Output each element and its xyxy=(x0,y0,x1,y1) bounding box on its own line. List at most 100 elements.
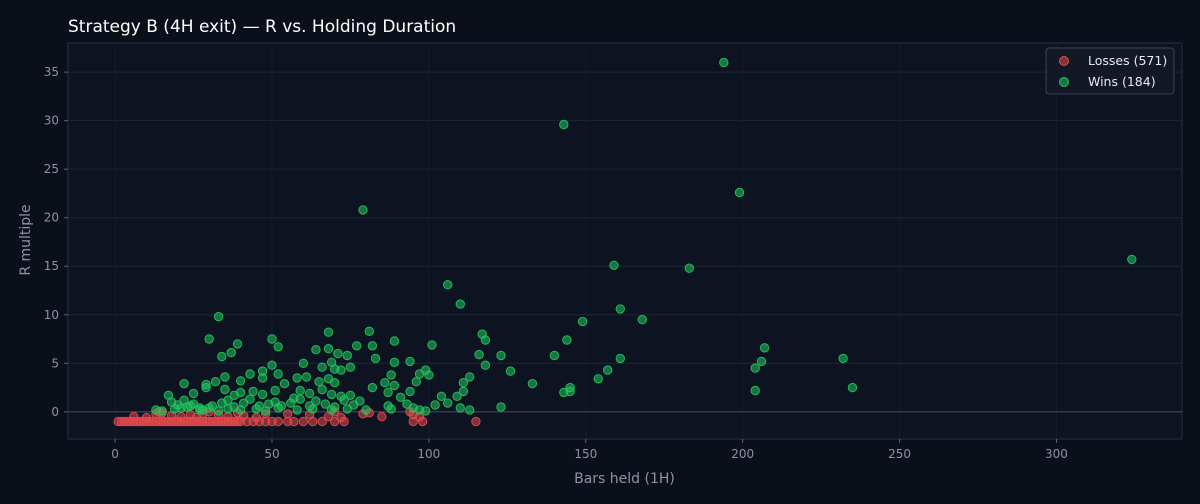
scatter-point xyxy=(389,380,400,391)
scatter-point xyxy=(273,416,283,427)
series-wins xyxy=(151,57,1137,416)
scatter-point xyxy=(226,347,236,358)
scatter-point xyxy=(223,412,233,422)
scatter-point xyxy=(232,339,243,349)
scatter-point xyxy=(465,372,475,382)
scatter-point xyxy=(609,260,619,270)
y-axis-label: R multiple xyxy=(18,204,34,275)
scatter-point xyxy=(389,357,400,367)
scatter-point xyxy=(213,406,224,416)
legend-marker-losses xyxy=(1059,56,1069,66)
scatter-point xyxy=(750,385,760,396)
scatter-point xyxy=(204,334,214,344)
y-tick-label: 10 xyxy=(44,308,59,322)
scatter-point xyxy=(364,326,374,336)
scatter-point xyxy=(480,360,491,370)
scatter-point xyxy=(157,406,167,416)
scatter-point xyxy=(496,402,506,412)
scatter-point xyxy=(734,187,745,198)
scatter-point xyxy=(298,358,309,368)
scatter-point xyxy=(317,362,327,372)
scatter-point xyxy=(759,343,770,353)
x-tick-label: 100 xyxy=(417,447,440,461)
scatter-point xyxy=(251,412,261,423)
scatter-point xyxy=(295,385,305,396)
scatter-point xyxy=(267,360,277,370)
scatter-point xyxy=(562,335,572,345)
scatter-point xyxy=(465,405,475,415)
scatter-point xyxy=(220,384,230,395)
scatter-point xyxy=(395,392,406,402)
scatter-point xyxy=(565,386,575,397)
scatter-point xyxy=(176,403,186,413)
scatter-point xyxy=(248,386,258,397)
plot-area xyxy=(67,42,1183,440)
scatter-point xyxy=(308,404,318,414)
x-tick-label: 200 xyxy=(731,447,754,461)
scatter-point xyxy=(317,384,327,395)
scatter-point xyxy=(279,379,290,389)
scatter-point xyxy=(355,396,365,406)
scatter-point xyxy=(235,387,246,398)
legend-box xyxy=(1045,47,1175,95)
scatter-point xyxy=(527,379,538,389)
scatter-point xyxy=(223,395,233,405)
scatter-point xyxy=(289,416,299,427)
scatter-point xyxy=(323,327,334,337)
scatter-point xyxy=(201,382,211,393)
scatter-point xyxy=(458,378,469,388)
scatter-point xyxy=(443,398,453,408)
scatter-point xyxy=(750,363,760,373)
scatter-point xyxy=(314,377,324,387)
scatter-point xyxy=(273,403,283,413)
scatter-point xyxy=(311,396,321,406)
legend-label-losses: Losses (571) xyxy=(1088,53,1167,68)
grid-lines xyxy=(68,43,1182,439)
scatter-point xyxy=(245,369,255,379)
scatter-point xyxy=(333,348,343,359)
scatter-point xyxy=(176,412,186,422)
scatter-point xyxy=(430,400,440,410)
scatter-point xyxy=(377,412,387,422)
scatter-point xyxy=(756,356,767,367)
scatter-point xyxy=(455,299,465,309)
scatter-point xyxy=(245,394,255,404)
legend-label-wins: Wins (184) xyxy=(1088,74,1156,89)
scatter-point xyxy=(838,353,848,364)
scatter-point xyxy=(1127,254,1137,265)
y-tick-label: 20 xyxy=(44,211,59,225)
scatter-point xyxy=(593,374,603,384)
scatter-point xyxy=(352,341,362,351)
scatter-point xyxy=(298,416,309,427)
scatter-point xyxy=(452,391,462,401)
scatter-point xyxy=(336,412,346,423)
x-axis-ticks: 0 50 100 150 200 250 300 xyxy=(111,439,1068,461)
scatter-point xyxy=(185,401,196,411)
scatter-point xyxy=(414,405,425,415)
y-axis-ticks: 0 5 10 15 20 25 30 35 xyxy=(44,65,68,419)
scatter-point xyxy=(129,412,139,422)
data-points xyxy=(113,57,1137,427)
scatter-point xyxy=(317,416,327,427)
scatter-point xyxy=(326,389,337,400)
scatter-point xyxy=(220,372,230,382)
legend: Losses (571) Wins (184) xyxy=(1045,47,1175,95)
scatter-point xyxy=(436,391,447,401)
scatter-point xyxy=(251,404,261,414)
scatter-point xyxy=(358,205,368,215)
scatter-point xyxy=(273,342,283,352)
scatter-point xyxy=(213,312,224,322)
scatter-point xyxy=(405,386,415,397)
scatter-point xyxy=(380,378,390,388)
scatter-point xyxy=(320,399,330,409)
scatter-point xyxy=(261,406,271,416)
scatter-point xyxy=(637,314,647,325)
scatter-point xyxy=(471,416,481,427)
scatter-point xyxy=(179,379,189,389)
scatter-point xyxy=(367,341,378,351)
scatter-point xyxy=(719,57,729,68)
scatter-point xyxy=(270,385,280,396)
y-tick-label: 30 xyxy=(44,114,59,128)
scatter-point xyxy=(257,373,268,383)
